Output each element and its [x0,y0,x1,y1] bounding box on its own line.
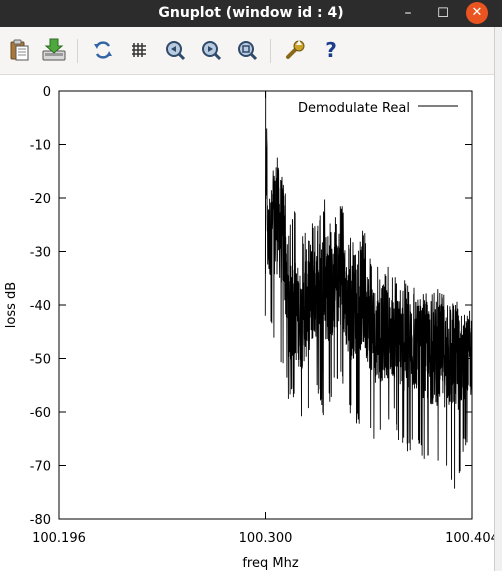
y-tick-labels: 0 -10 -20 -30 -40 -50 -60 -70 -80 [30,85,51,528]
x-tick-labels: 100.196 100.300 100.404 [32,531,494,546]
minimize-button[interactable]: – [404,5,412,21]
x-tick-label: 100.300 [239,531,293,546]
window-title: Gnuplot (window id : 4) [158,5,344,21]
series-line-demodulate-real [264,90,473,489]
maximize-button[interactable]: ☐ [437,6,449,21]
y-tick-label: 0 [43,85,51,100]
toolbar-separator [77,39,78,63]
zoom-previous-icon[interactable] [162,37,188,63]
legend-label: Demodulate Real [298,101,410,116]
replot-icon[interactable] [90,37,116,63]
y-tick-label: -20 [30,192,51,207]
grid-icon[interactable] [126,37,152,63]
export-icon[interactable] [41,37,67,63]
toolbar: ? [0,27,494,75]
close-button[interactable]: ✕ [466,2,488,24]
x-tick-label: 100.404 [445,531,494,546]
x-axis-label: freq Mhz [242,556,298,571]
settings-icon[interactable] [282,37,308,63]
y-tick-label: -40 [30,299,51,314]
chart-canvas: 0 -10 -20 -30 -40 -50 -60 -70 -80 100.196 100.300… [4,85,494,571]
zoom-next-icon[interactable] [198,37,224,63]
y-tick-label: -80 [30,513,51,528]
side-window-edge [494,27,502,571]
y-axis-label: loss dB [4,282,19,328]
y-tick-label: -70 [30,460,51,475]
title-bar[interactable]: Gnuplot (window id : 4) – ☐ ✕ [0,0,502,27]
autoscale-icon[interactable] [234,37,260,63]
series-group [264,90,473,489]
plot-frame [58,90,473,520]
x-tick-label: 100.196 [32,531,86,546]
toolbar-separator [270,39,271,63]
clipboard-copy-icon[interactable] [6,37,32,63]
y-tick-label: -10 [30,139,51,154]
y-tick-label: -30 [30,246,51,261]
y-tick-label: -50 [30,353,51,368]
plot-area[interactable]: 0 -10 -20 -30 -40 -50 -60 -70 -80 100.196 100.300… [0,75,494,571]
y-tick-label: -60 [30,406,51,421]
help-icon[interactable]: ? [325,38,337,62]
